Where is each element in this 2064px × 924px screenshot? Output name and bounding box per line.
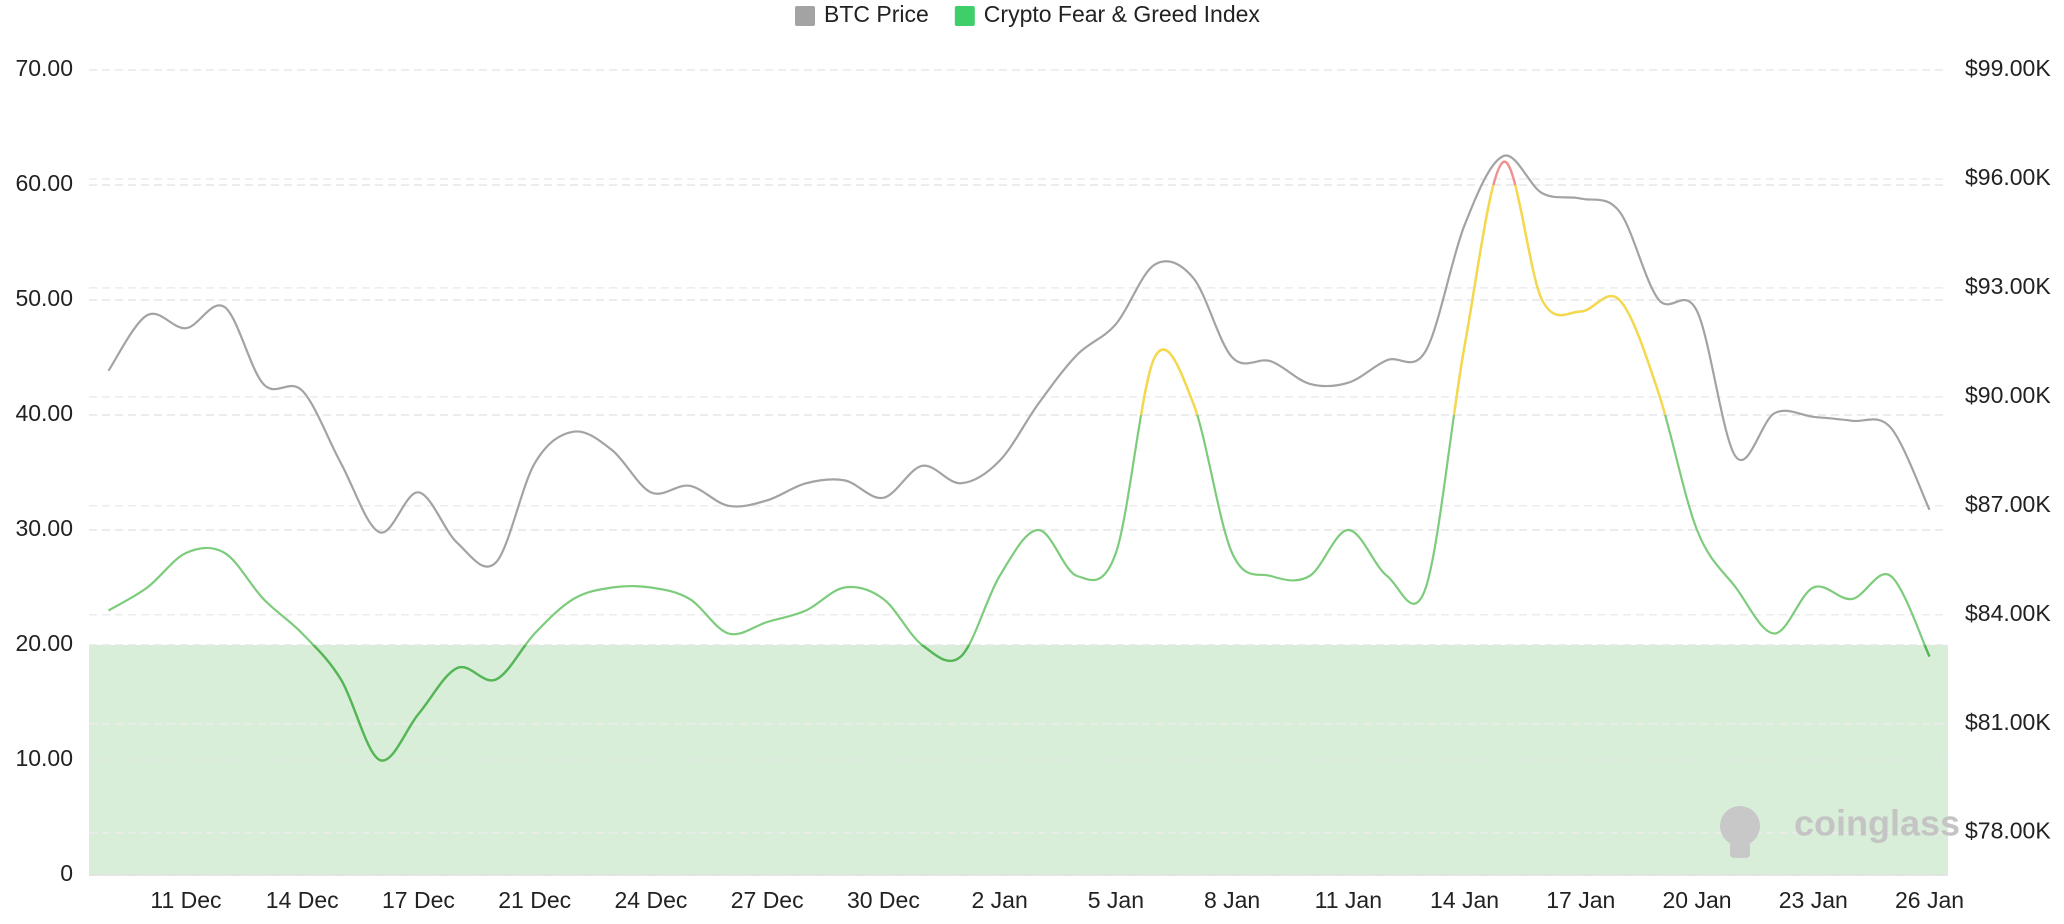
y-tick-label: 30.00	[15, 515, 73, 541]
watermark: coinglass	[1794, 803, 1960, 844]
y-tick-label: 50.00	[15, 285, 73, 311]
watermark-logo	[1720, 806, 1760, 846]
legend-label: Crypto Fear & Greed Index	[984, 1, 1261, 27]
x-tick-label: 30 Dec	[847, 887, 920, 913]
x-tick-label: 8 Jan	[1204, 887, 1260, 913]
x-tick-label: 27 Dec	[731, 887, 804, 913]
x-tick-label: 17 Dec	[382, 887, 455, 913]
y2-tick-label: $84.00K	[1965, 600, 2051, 626]
y-tick-label: 20.00	[15, 630, 73, 656]
x-tick-label: 24 Dec	[614, 887, 687, 913]
x-tick-label: 17 Jan	[1546, 887, 1615, 913]
line-highlight	[311, 645, 1931, 762]
y2-tick-label: $81.00K	[1965, 709, 2051, 735]
line	[107, 154, 1931, 568]
y-tick-label: 40.00	[15, 400, 73, 426]
y2-tick-label: $87.00K	[1965, 491, 2051, 517]
x-tick-label: 11 Jan	[1315, 887, 1382, 913]
legend-swatch	[795, 6, 815, 26]
legend-label: BTC Price	[824, 1, 929, 27]
x-tick-label: 2 Jan	[971, 887, 1027, 913]
x-tick-label: 14 Dec	[266, 887, 339, 913]
y-tick-label: 60.00	[15, 170, 73, 196]
x-tick-label: 26 Jan	[1895, 887, 1964, 913]
y2-tick-label: $78.00K	[1965, 818, 2051, 844]
x-tick-label: 11 Dec	[150, 887, 221, 913]
watermark-logo	[1730, 836, 1750, 858]
legend-swatch	[954, 6, 975, 26]
y-tick-label: 10.00	[15, 745, 73, 771]
y2-tick-label: $93.00K	[1965, 273, 2051, 299]
y2-tick-label: $90.00K	[1965, 382, 2051, 408]
y2-tick-label: $99.00K	[1965, 55, 2051, 81]
x-tick-label: 21 Dec	[498, 887, 571, 913]
x-tick-label: 5 Jan	[1088, 887, 1144, 913]
line-highlight	[1139, 185, 1667, 415]
x-tick-label: 23 Jan	[1779, 887, 1848, 913]
x-tick-label: 20 Jan	[1663, 887, 1732, 913]
y-tick-label: 0	[60, 860, 73, 886]
x-tick-label: 14 Jan	[1430, 887, 1499, 913]
y-tick-label: 70.00	[15, 55, 73, 81]
y2-tick-label: $96.00K	[1965, 164, 2051, 190]
